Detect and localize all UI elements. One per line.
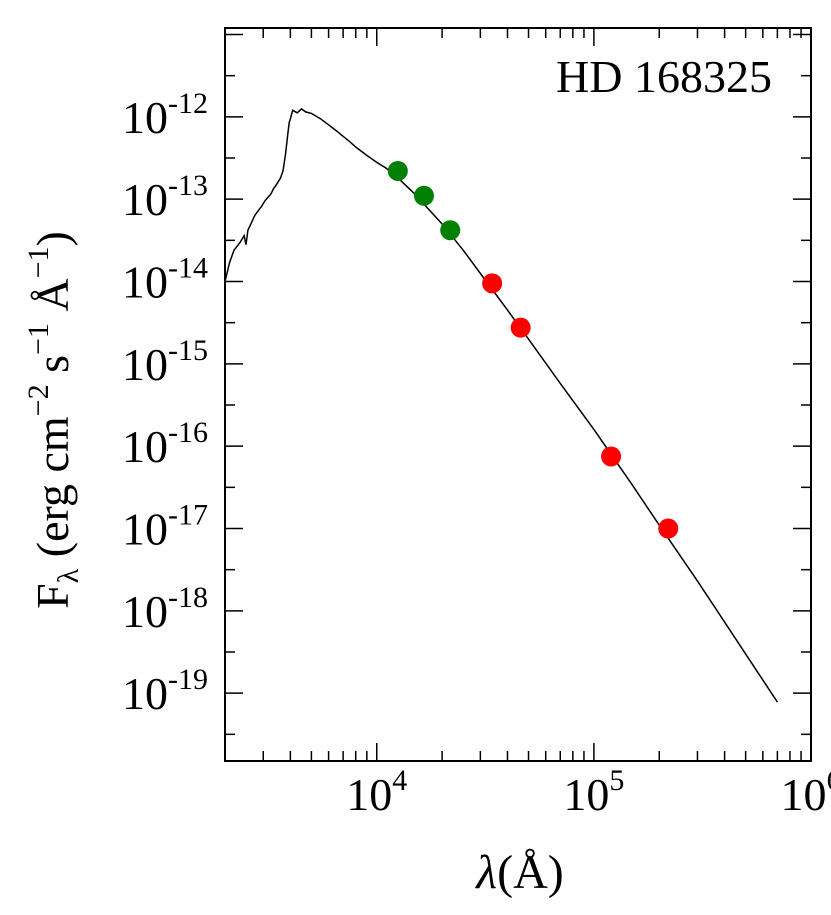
y-tick-label: 10-16 xyxy=(122,416,208,472)
x-tick-label: 104 xyxy=(346,764,407,820)
y-tick-label: 10-13 xyxy=(122,169,208,225)
y-tick-label: 10-18 xyxy=(122,581,208,637)
photometry-point xyxy=(658,518,679,539)
y-tick-label: 10-19 xyxy=(122,663,208,719)
x-tick-label: 105 xyxy=(563,764,624,820)
x-tick-label: 106 xyxy=(781,764,831,820)
y-tick-label: 10-12 xyxy=(122,87,208,143)
photometry-point xyxy=(510,317,531,338)
axis-ticks xyxy=(224,28,812,761)
photometry-point xyxy=(413,185,434,206)
chart-title: HD 168325 xyxy=(556,51,772,102)
photometry-point xyxy=(482,273,503,294)
photometry-point xyxy=(440,220,461,241)
y-tick-label: 10-17 xyxy=(122,499,208,555)
y-tick-label: 10-14 xyxy=(122,252,208,308)
plot-frame xyxy=(224,27,812,762)
tick-labels: 104 105 106 10-12 10-13 10-14 10-15 10-16 10-17 1… xyxy=(122,87,831,820)
sed-model-line xyxy=(225,107,779,703)
photometry-point xyxy=(387,160,408,181)
series-layer xyxy=(225,107,779,703)
y-tick-label: 10-15 xyxy=(122,334,208,390)
y-axis-label: Fλ (erg cm−2 s−1 Å−1) xyxy=(22,231,85,609)
photometry-point xyxy=(601,446,622,467)
x-axis-label: λ(Å) xyxy=(474,846,563,899)
